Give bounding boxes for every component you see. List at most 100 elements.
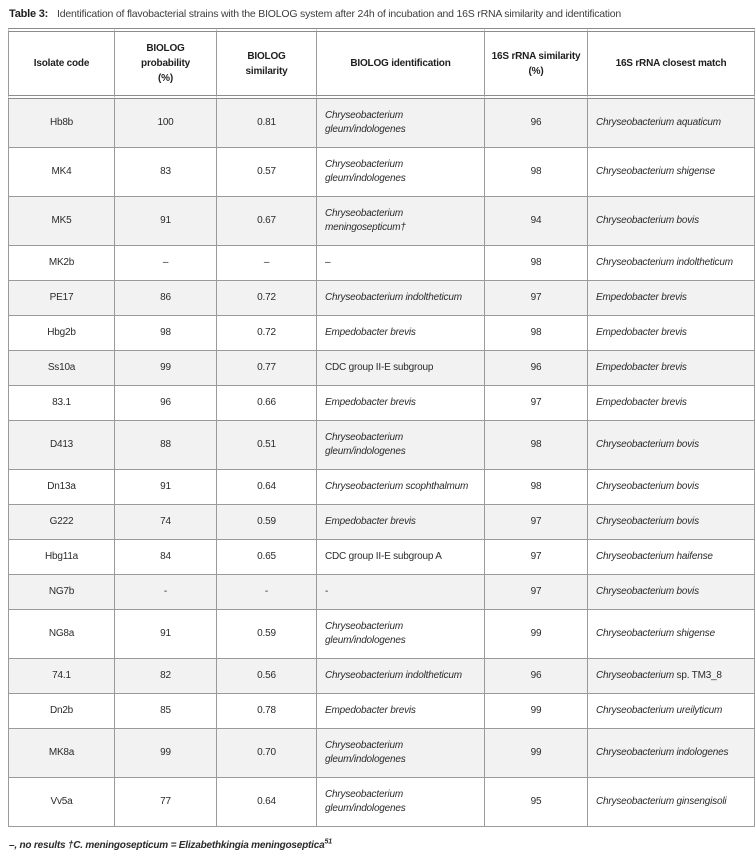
cell-biolog-probability: -	[115, 575, 217, 610]
cell-biolog-probability: 99	[115, 351, 217, 386]
biolog-identification-text: Empedobacter brevis	[325, 705, 416, 716]
cell-biolog-identification: Chryseobacterium gleum/indologenes	[317, 610, 485, 659]
cell-biolog-similarity: 0.66	[217, 386, 317, 421]
cell-biolog-identification: Chryseobacterium gleum/indologenes	[317, 99, 485, 148]
table-row: 74.1 82 0.56 Chryseobacterium indoltheticum…	[8, 659, 755, 694]
cell-biolog-similarity: -	[217, 575, 317, 610]
cell-biolog-similarity: 0.78	[217, 694, 317, 729]
cell-isolate-code: MK2b	[8, 246, 115, 281]
closest-match-species: Empedobacter brevis	[596, 362, 687, 373]
cell-isolate-code: Hb8b	[8, 99, 115, 148]
closest-match-species: Chryseobacterium indoltheticum	[596, 257, 733, 268]
closest-match-species: Empedobacter brevis	[596, 292, 687, 303]
closest-match-species: Chryseobacterium haifense	[596, 551, 713, 562]
cell-isolate-code: NG7b	[8, 575, 115, 610]
cell-16s-closest-match: Empedobacter brevis	[588, 386, 755, 421]
biolog-identification-text: Empedobacter brevis	[325, 397, 416, 408]
cell-16s-similarity: 96	[485, 659, 588, 694]
cell-16s-closest-match: Chryseobacterium bovis	[588, 575, 755, 610]
cell-16s-similarity: 98	[485, 316, 588, 351]
biolog-identification-text: -	[325, 586, 329, 597]
table-row: PE17 86 0.72 Chryseobacterium indoltheticum…	[8, 281, 755, 316]
cell-isolate-code: Hbg11a	[8, 540, 115, 575]
table-row: D413 88 0.51 Chryseobacterium gleum/indolog…	[8, 421, 755, 470]
table-number-label: Table 3:	[9, 8, 49, 20]
cell-16s-closest-match: Chryseobacterium bovis	[588, 197, 755, 246]
closest-match-species: Chryseobacterium bovis	[596, 439, 699, 450]
table-row: Dn2b 85 0.78 Empedobacter brevis 99 Chryseoba…	[8, 694, 755, 729]
cell-biolog-identification: Empedobacter brevis	[317, 316, 485, 351]
cell-biolog-probability: 99	[115, 729, 217, 778]
table-row: Vv5a 77 0.64 Chryseobacterium gleum/indolog…	[8, 778, 755, 827]
cell-biolog-identification: –	[317, 246, 485, 281]
cell-biolog-identification: Chryseobacterium gleum/indologenes	[317, 421, 485, 470]
cell-biolog-probability: 91	[115, 470, 217, 505]
cell-16s-similarity: 97	[485, 281, 588, 316]
table-row: Hbg2b 98 0.72 Empedobacter brevis 98 Empedoba…	[8, 316, 755, 351]
biolog-identification-text: Chryseobacterium gleum/indologenes	[325, 432, 406, 457]
cell-16s-similarity: 97	[485, 505, 588, 540]
cell-16s-closest-match: Chryseobacterium shigense	[588, 148, 755, 197]
biolog-identification-text: Chryseobacterium gleum/indologenes	[325, 159, 406, 184]
cell-16s-closest-match: Chryseobacterium indologenes	[588, 729, 755, 778]
cell-isolate-code: MK8a	[8, 729, 115, 778]
cell-biolog-identification: CDC group II-E subgroup A	[317, 540, 485, 575]
cell-biolog-similarity: –	[217, 246, 317, 281]
results-table: Isolate code BIOLOG probability (%) BIOL…	[8, 28, 755, 827]
cell-biolog-identification: Empedobacter brevis	[317, 386, 485, 421]
cell-16s-closest-match: Chryseobacterium bovis	[588, 421, 755, 470]
cell-16s-similarity: 99	[485, 694, 588, 729]
cell-biolog-similarity: 0.57	[217, 148, 317, 197]
cell-isolate-code: 83.1	[8, 386, 115, 421]
table-row: G222 74 0.59 Empedobacter brevis 97 Chryseoba…	[8, 505, 755, 540]
cell-isolate-code: MK4	[8, 148, 115, 197]
header-16s-closest-match: 16S rRNA closest match	[588, 28, 755, 99]
cell-biolog-probability: 83	[115, 148, 217, 197]
header-biolog-similarity: BIOLOG similarity	[217, 28, 317, 99]
cell-16s-closest-match: Chryseobacterium aquaticum	[588, 99, 755, 148]
cell-isolate-code: Hbg2b	[8, 316, 115, 351]
cell-16s-similarity: 98	[485, 148, 588, 197]
biolog-identification-text: –	[325, 257, 331, 268]
closest-match-species: Chryseobacterium shigense	[596, 628, 715, 639]
cell-16s-similarity: 96	[485, 99, 588, 148]
biolog-identification-text: Empedobacter brevis	[325, 516, 416, 527]
cell-biolog-similarity: 0.72	[217, 316, 317, 351]
cell-biolog-identification: Chryseobacterium indoltheticum	[317, 659, 485, 694]
cell-biolog-similarity: 0.59	[217, 610, 317, 659]
cell-16s-similarity: 97	[485, 575, 588, 610]
cell-16s-similarity: 98	[485, 421, 588, 470]
closest-match-species: Chryseobacterium bovis	[596, 516, 699, 527]
table-row: MK5 91 0.67 Chryseobacterium meningosepticu…	[8, 197, 755, 246]
table-row: Hbg11a 84 0.65 CDC group II-E subgroup A 97 C…	[8, 540, 755, 575]
closest-match-species: Chryseobacterium indologenes	[596, 747, 729, 758]
table-footnote: –, no results †C. meningosepticum = Eliz…	[9, 838, 755, 850]
cell-biolog-similarity: 0.64	[217, 470, 317, 505]
footnote-text: –, no results †C. meningosepticum = Eliz…	[9, 840, 325, 850]
cell-biolog-identification: Empedobacter brevis	[317, 694, 485, 729]
cell-biolog-identification: Chryseobacterium scophthalmum	[317, 470, 485, 505]
closest-match-species: Chryseobacterium shigense	[596, 166, 715, 177]
cell-16s-similarity: 99	[485, 610, 588, 659]
cell-isolate-code: G222	[8, 505, 115, 540]
table-row: MK8a 99 0.70 Chryseobacterium gleum/indolog…	[8, 729, 755, 778]
header-isolate-code: Isolate code	[8, 28, 115, 99]
cell-biolog-identification: CDC group II-E subgroup	[317, 351, 485, 386]
header-row: Isolate code BIOLOG probability (%) BIOL…	[8, 28, 755, 99]
cell-biolog-identification: Empedobacter brevis	[317, 505, 485, 540]
closest-match-species: Chryseobacterium bovis	[596, 481, 699, 492]
table-row: Dn13a 91 0.64 Chryseobacterium scophthalmum…	[8, 470, 755, 505]
cell-biolog-probability: 77	[115, 778, 217, 827]
cell-biolog-probability: 86	[115, 281, 217, 316]
cell-16s-closest-match: Chryseobacterium ginsengisoli	[588, 778, 755, 827]
table-row: MK4 83 0.57 Chryseobacterium gleum/indologe…	[8, 148, 755, 197]
biolog-identification-text: Chryseobacterium gleum/indologenes	[325, 621, 406, 646]
table-caption: Table 3: Identification of flavobacteria…	[0, 0, 755, 20]
footnote-reference-number: 51	[324, 838, 333, 846]
cell-16s-closest-match: Chryseobacterium shigense	[588, 610, 755, 659]
biolog-identification-text: Chryseobacterium indoltheticum	[325, 670, 462, 681]
cell-16s-closest-match: Chryseobacterium sp. TM3_8	[588, 659, 755, 694]
biolog-identification-text: Chryseobacterium meningosepticum†	[325, 208, 406, 233]
cell-biolog-similarity: 0.59	[217, 505, 317, 540]
table-caption-text: Identification of flavobacterial strains…	[57, 8, 622, 20]
